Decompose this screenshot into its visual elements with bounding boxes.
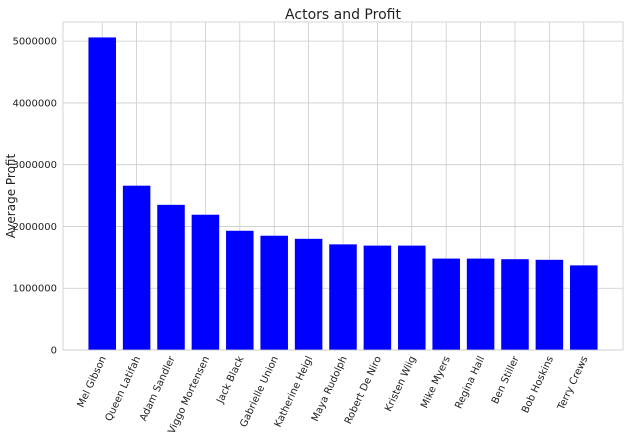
x-tick-label: Gabrielle Union	[238, 355, 281, 429]
x-tick-label: Adam Sandler	[138, 354, 178, 423]
plot-frame	[62, 21, 624, 351]
x-tick-label: Queen Latifah	[104, 355, 144, 423]
x-tick-label: Maya Rudolph	[310, 355, 350, 424]
y-axis-label: Average Profit	[4, 154, 18, 239]
bar	[398, 245, 426, 350]
bar	[88, 37, 116, 350]
y-tick-label: 3000000	[12, 160, 57, 171]
x-tick-label: Kristen Wiig	[383, 355, 418, 414]
x-tick-label: Mel Gibson	[76, 355, 109, 410]
bar	[294, 238, 323, 350]
x-tick-label: Regina Hall	[453, 355, 487, 411]
bars	[88, 37, 598, 350]
bar	[226, 230, 254, 350]
x-tick-label: Mike Myers	[419, 355, 453, 411]
y-tick-label: 0	[51, 346, 57, 357]
chart-title: Actors and Profit	[285, 7, 401, 23]
bar	[535, 259, 564, 350]
bar	[570, 265, 598, 350]
y-tick-label: 4000000	[12, 98, 57, 109]
y-tick-label: 2000000	[12, 222, 57, 233]
bar	[191, 214, 220, 350]
x-tick-label: Jack Black	[215, 354, 247, 406]
bar	[363, 245, 392, 350]
bar	[501, 259, 529, 350]
x-tick-label: Bob Hoskins	[520, 355, 556, 415]
x-tick-label: Ben Stiller	[490, 354, 522, 406]
bar	[329, 244, 357, 350]
bar	[157, 204, 185, 350]
y-tick-label: 5000000	[12, 37, 57, 48]
y-tick-labels: 0 1000000 2000000 3000000 4000000 5000000	[12, 37, 57, 357]
bar	[260, 235, 288, 350]
bar	[122, 185, 151, 350]
x-tick-label: Robert De Niro	[343, 355, 384, 426]
bar	[466, 258, 495, 350]
bar	[432, 258, 460, 350]
y-tick-label: 1000000	[12, 284, 57, 295]
x-tick-label: Katherine Heigl	[273, 355, 316, 429]
x-tick-label: Terry Crews	[556, 355, 591, 413]
